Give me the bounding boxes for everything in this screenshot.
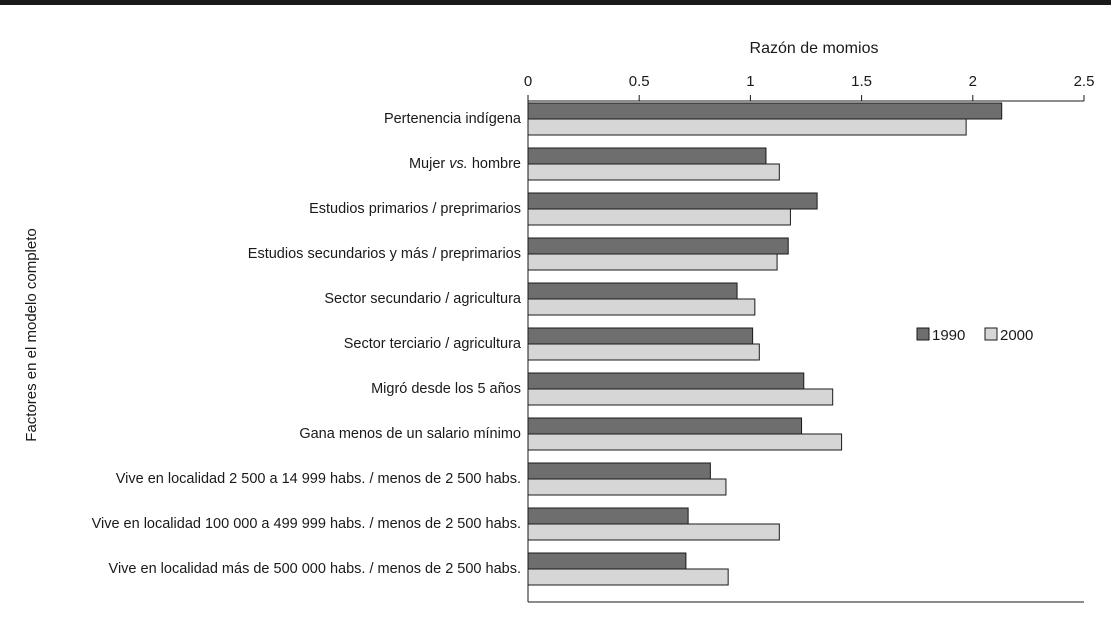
x-tick-label: 2.5 — [1074, 73, 1095, 90]
bar-1990 — [527, 147, 767, 165]
x-tick-label: 1.5 — [851, 73, 872, 90]
top-border — [0, 0, 1111, 5]
category-label: Sector terciario / agricultura — [344, 336, 522, 352]
bar-2000 — [527, 298, 756, 316]
bar-1990 — [527, 462, 711, 480]
bar-2000 — [527, 568, 729, 586]
legend-label-1990: 1990 — [932, 327, 965, 344]
bar-1990 — [527, 417, 803, 435]
x-tick-label: 2 — [969, 73, 977, 90]
x-tick-label: 0.5 — [629, 73, 650, 90]
y-axis-title: Factores en el modelo completo — [23, 228, 40, 441]
bar-2000 — [527, 253, 778, 271]
legend-swatch-2000 — [984, 327, 998, 341]
category-label: Mujer vs. hombre — [409, 156, 521, 172]
bar-2000 — [527, 208, 791, 226]
bar-1990 — [527, 327, 754, 345]
category-label: Vive en localidad 100 000 a 499 999 habs… — [92, 516, 521, 532]
bar-1990 — [527, 237, 789, 255]
category-label: Migró desde los 5 años — [371, 381, 521, 397]
category-label: Vive en localidad más de 500 000 habs. /… — [109, 561, 521, 577]
category-label: Sector secundario / agricultura — [324, 291, 522, 307]
category-labels: Pertenencia indígena Mujer vs. hombre Estu… — [92, 111, 522, 577]
category-label: Estudios secundarios y más / preprimario… — [248, 246, 521, 262]
legend-label-2000: 2000 — [1000, 327, 1033, 344]
bar-2000 — [527, 433, 843, 451]
category-label: Gana menos de un salario mínimo — [299, 426, 521, 442]
category-label: Estudios primarios / preprimarios — [309, 201, 521, 217]
bar-1990 — [527, 192, 818, 210]
bar-1990 — [527, 507, 689, 525]
bar-2000 — [527, 118, 967, 136]
bar-2000 — [527, 163, 780, 181]
bar-2000 — [527, 523, 780, 541]
x-tick-label: 1 — [746, 73, 754, 90]
bar-1990 — [527, 552, 687, 570]
bar-1990 — [527, 372, 805, 390]
category-label: Pertenencia indígena — [384, 111, 522, 127]
bar-1990 — [527, 102, 1003, 120]
legend-swatch-1990 — [916, 327, 930, 341]
bars — [527, 102, 1003, 586]
bar-2000 — [527, 343, 760, 361]
legend: 1990 2000 — [916, 327, 1033, 344]
x-axis-title: Razón de momios — [750, 40, 879, 57]
category-label: Vive en localidad 2 500 a 14 999 habs. /… — [116, 471, 521, 487]
bar-2000 — [527, 388, 834, 406]
bar-2000 — [527, 478, 727, 496]
x-tick-label: 0 — [524, 73, 532, 90]
x-ticks: 0 0.5 1 1.5 2 2.5 — [524, 73, 1095, 101]
bar-1990 — [527, 282, 738, 300]
